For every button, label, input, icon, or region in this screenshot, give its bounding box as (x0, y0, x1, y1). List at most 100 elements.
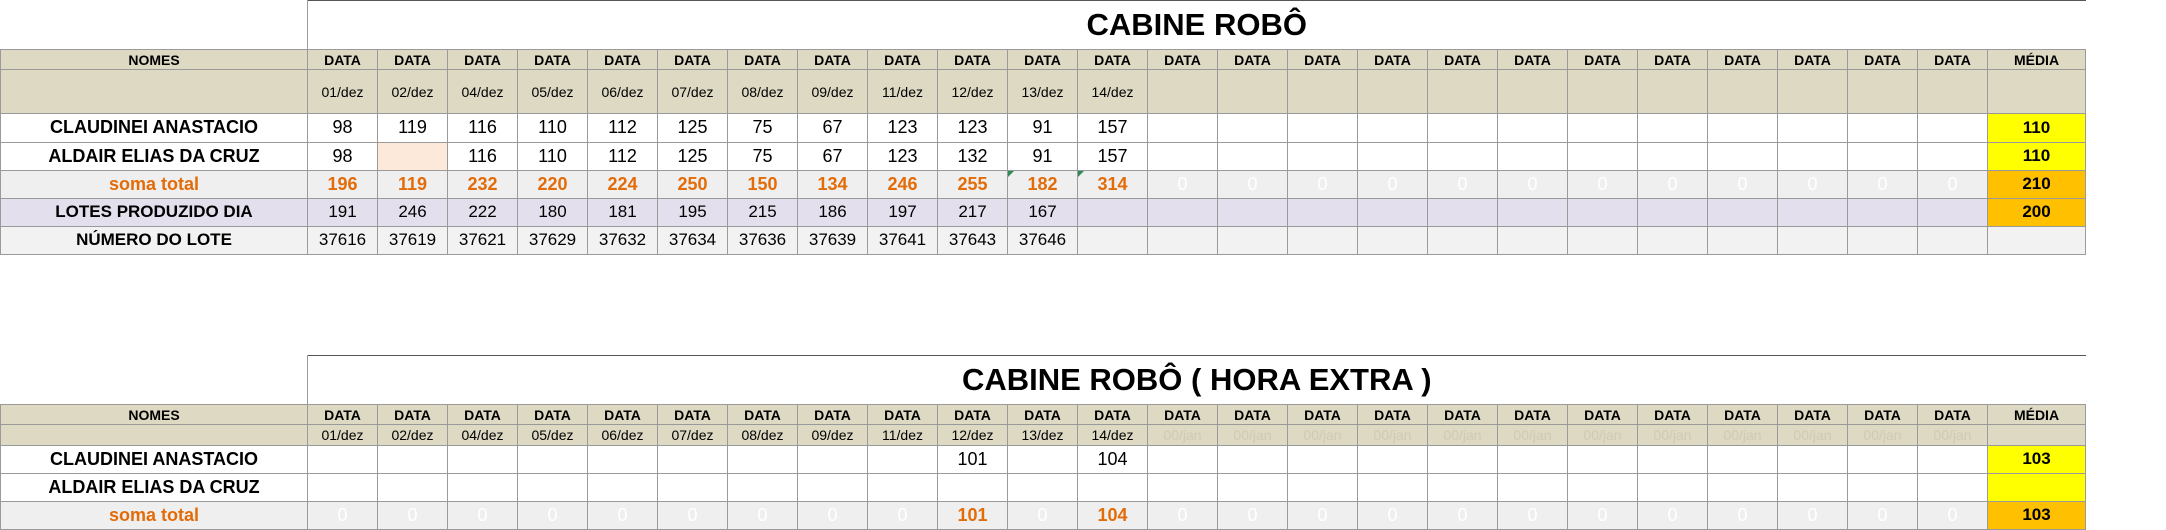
total-cell[interactable]: 0 (1497, 169, 1568, 199)
total-cell[interactable]: 0 (1147, 500, 1218, 530)
total-cell[interactable]: 0 (1777, 169, 1848, 199)
production-cell[interactable]: 110 (517, 141, 588, 171)
production-cell[interactable] (1427, 113, 1498, 143)
lotes-cell[interactable] (1497, 197, 1568, 227)
names-spacer-cell[interactable] (0, 69, 308, 115)
production-cell[interactable]: 132 (937, 141, 1008, 171)
production-cell[interactable] (1847, 113, 1918, 143)
total-label[interactable]: soma total (0, 169, 308, 199)
production-cell[interactable] (1777, 113, 1848, 143)
names-spacer-cell[interactable] (0, 424, 308, 446)
total-label[interactable]: soma total (0, 500, 308, 530)
production-cell[interactable] (1147, 444, 1218, 474)
date-cell[interactable]: 06/dez (587, 69, 658, 115)
production-cell[interactable] (797, 444, 868, 474)
total-cell[interactable]: 224 (587, 169, 658, 199)
production-cell[interactable]: 98 (307, 113, 378, 143)
production-cell[interactable] (727, 472, 798, 502)
production-cell[interactable] (1497, 141, 1568, 171)
date-cell[interactable]: 11/dez (867, 69, 938, 115)
production-cell[interactable] (867, 472, 938, 502)
total-cell[interactable]: 119 (377, 169, 448, 199)
date-cell[interactable]: 00/jan (1357, 424, 1428, 446)
production-cell[interactable] (587, 444, 658, 474)
production-cell[interactable] (447, 472, 518, 502)
production-cell[interactable]: 67 (797, 113, 868, 143)
date-cell[interactable]: 07/dez (657, 424, 728, 446)
production-cell[interactable] (1147, 113, 1218, 143)
lote-number-cell[interactable]: 37639 (797, 225, 868, 256)
lotes-cell[interactable] (1707, 197, 1778, 227)
total-cell[interactable]: 0 (727, 500, 798, 530)
lote-number-average-cell[interactable] (1987, 225, 2086, 256)
total-cell[interactable]: 104 (1077, 500, 1148, 530)
production-cell[interactable]: 116 (447, 113, 518, 143)
lotes-average[interactable]: 200 (1987, 197, 2086, 227)
total-cell[interactable]: 0 (1287, 169, 1358, 199)
total-cell[interactable]: 0 (1777, 500, 1848, 530)
date-cell[interactable]: 08/dez (727, 424, 798, 446)
production-cell[interactable] (657, 444, 728, 474)
date-cell[interactable]: 07/dez (657, 69, 728, 115)
total-cell[interactable]: 0 (1007, 500, 1078, 530)
lote-number-cell[interactable] (1637, 225, 1708, 256)
production-cell[interactable] (1567, 472, 1638, 502)
lotes-cell[interactable] (1427, 197, 1498, 227)
date-cell[interactable]: 08/dez (727, 69, 798, 115)
lotes-cell[interactable] (1847, 197, 1918, 227)
total-cell[interactable]: 0 (1147, 169, 1218, 199)
total-cell[interactable]: 0 (377, 500, 448, 530)
total-cell[interactable]: 246 (867, 169, 938, 199)
date-cell[interactable]: 05/dez (517, 424, 588, 446)
total-cell[interactable]: 0 (1567, 500, 1638, 530)
date-cell[interactable] (1777, 69, 1848, 115)
production-cell[interactable]: 116 (447, 141, 518, 171)
worker-name[interactable]: ALDAIR ELIAS DA CRUZ (0, 472, 308, 502)
lotes-cell[interactable]: 222 (447, 197, 518, 227)
lotes-cell[interactable]: 195 (657, 197, 728, 227)
production-cell[interactable] (1917, 113, 1988, 143)
lotes-cell[interactable]: 215 (727, 197, 798, 227)
production-cell[interactable] (1917, 444, 1988, 474)
total-cell[interactable]: 196 (307, 169, 378, 199)
total-average[interactable]: 103 (1987, 500, 2086, 530)
date-cell[interactable]: 00/jan (1917, 424, 1988, 446)
lotes-cell[interactable] (1357, 197, 1428, 227)
lotes-cell[interactable]: 197 (867, 197, 938, 227)
total-cell[interactable]: 0 (1917, 169, 1988, 199)
production-cell[interactable]: 125 (657, 141, 728, 171)
production-cell[interactable] (307, 472, 378, 502)
lote-number-cell[interactable] (1777, 225, 1848, 256)
worker-average[interactable]: 110 (1987, 113, 2086, 143)
production-cell[interactable] (1567, 444, 1638, 474)
production-cell[interactable] (377, 472, 448, 502)
production-cell[interactable] (1777, 141, 1848, 171)
lote-number-cell[interactable] (1567, 225, 1638, 256)
date-cell[interactable] (1847, 69, 1918, 115)
total-cell[interactable]: 314 (1077, 169, 1148, 199)
date-cell[interactable] (1567, 69, 1638, 115)
lote-number-cell[interactable] (1217, 225, 1288, 256)
date-cell[interactable] (1287, 69, 1358, 115)
production-cell[interactable] (1567, 141, 1638, 171)
total-cell[interactable]: 0 (517, 500, 588, 530)
lote-number-cell[interactable]: 37641 (867, 225, 938, 256)
total-cell[interactable]: 0 (1707, 169, 1778, 199)
lotes-cell[interactable]: 191 (307, 197, 378, 227)
production-cell[interactable] (937, 472, 1008, 502)
production-cell[interactable] (1217, 472, 1288, 502)
date-cell[interactable]: 00/jan (1497, 424, 1568, 446)
total-cell[interactable]: 0 (1427, 500, 1498, 530)
date-cell[interactable]: 14/dez (1077, 69, 1148, 115)
date-cell[interactable]: 04/dez (447, 69, 518, 115)
production-cell[interactable] (1427, 472, 1498, 502)
date-cell[interactable]: 00/jan (1707, 424, 1778, 446)
production-cell[interactable] (1637, 141, 1708, 171)
lote-number-cell[interactable] (1847, 225, 1918, 256)
total-cell[interactable]: 250 (657, 169, 728, 199)
production-cell[interactable] (1217, 113, 1288, 143)
production-cell[interactable]: 75 (727, 141, 798, 171)
production-cell[interactable]: 110 (517, 113, 588, 143)
lote-number-cell[interactable]: 37629 (517, 225, 588, 256)
lotes-cell[interactable] (1147, 197, 1218, 227)
